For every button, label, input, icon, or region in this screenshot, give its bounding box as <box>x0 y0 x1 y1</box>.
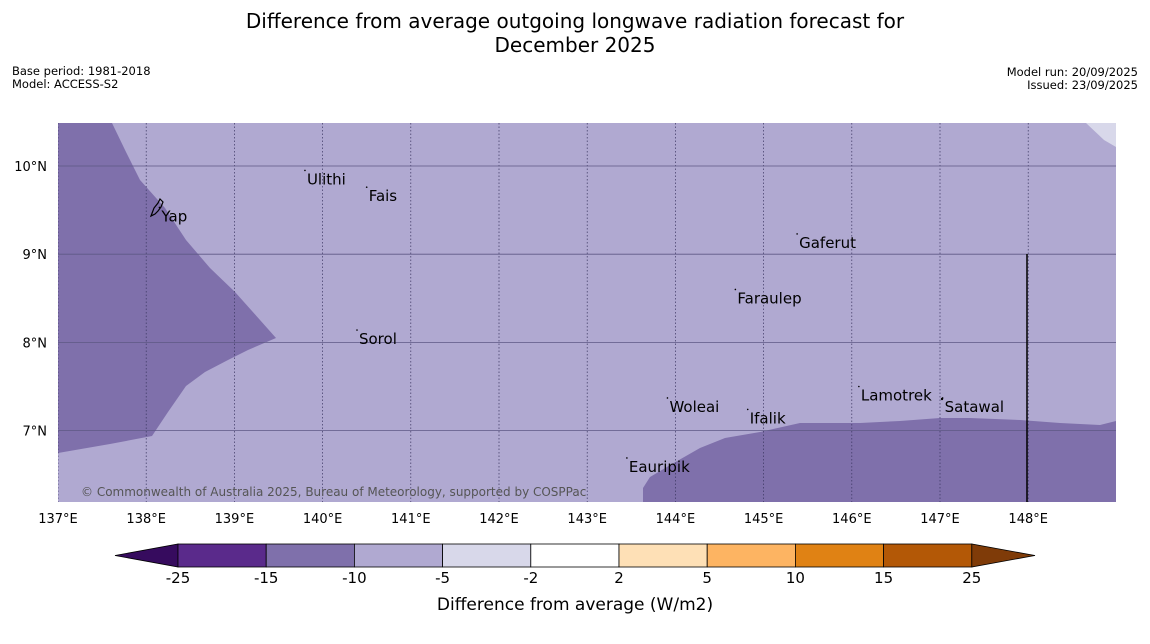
map-title: Difference from average outgoing longwav… <box>0 9 1150 57</box>
light-region-northeast <box>1086 123 1116 147</box>
place-label: Fais <box>369 187 398 205</box>
place-label: Ifalik <box>750 409 786 427</box>
longitude-tick-label: 141°E <box>391 512 431 527</box>
place-label: Woleai <box>669 398 719 416</box>
axis-labels: 137°E 138°E 139°E 140°E 141°E 142°E 143°E 144°E… <box>14 160 1048 527</box>
colorbar-tick-label: 5 <box>702 569 712 587</box>
base-period-text: Base period: 1981-2018 <box>12 64 151 78</box>
colorbar-extension-high <box>971 543 1036 568</box>
longitude-tick-label: 147°E <box>920 512 960 527</box>
place-label: Gaferut <box>799 234 856 252</box>
model-text: Model: ACCESS-S2 <box>12 77 119 91</box>
place-marker-dot <box>858 385 860 388</box>
colorbar-segment <box>706 543 796 568</box>
anomaly-region-southeast <box>643 418 1116 502</box>
longitude-tick-label: 140°E <box>303 512 343 527</box>
colorbar-segment <box>795 543 885 568</box>
place-marker-dot <box>734 288 737 291</box>
colorbar-tick-label: -15 <box>254 569 279 587</box>
latitude-tick-label: 8°N <box>23 336 48 351</box>
colorbar-segment <box>177 543 267 568</box>
place-marker-dot <box>356 329 358 331</box>
colorbar-tick-label: -25 <box>166 569 191 587</box>
place-label: Eauripik <box>629 458 690 476</box>
place-marker-dot <box>304 169 306 172</box>
colorbar-tick-label: 10 <box>786 569 805 587</box>
colorbar-tick-label: 2 <box>614 569 624 587</box>
place-label: Ulithi <box>307 170 346 188</box>
meta-left: Base period: 1981-2018 Model: ACCESS-S2 <box>12 65 151 91</box>
place-marker-dot <box>666 397 669 399</box>
meta-right: Model run: 20/09/2025 Issued: 23/09/2025 <box>1007 66 1138 92</box>
place-marker-dot <box>365 186 368 188</box>
title-line-2: December 2025 <box>494 33 656 57</box>
copyright-credit: © Commonwealth of Australia 2025, Bureau… <box>81 485 586 499</box>
place-label: Sorol <box>359 330 397 348</box>
colorbar-tick-label: -2 <box>523 569 538 587</box>
colorbar-segment <box>530 543 620 568</box>
title-line-1: Difference from average outgoing longwav… <box>245 9 905 33</box>
colorbar-segment <box>442 543 532 568</box>
issued-text: Issued: 23/09/2025 <box>1027 78 1138 92</box>
colorbar-extension-low <box>114 543 179 568</box>
longitude-tick-label: 138°E <box>126 512 166 527</box>
colorbar-segment <box>618 543 708 568</box>
place-marker-dot <box>796 233 798 235</box>
place-markers: Ulithi Fais Yap Gaferut Faraulep Sorol Lamotre… <box>158 169 1004 476</box>
colorbar-segment <box>265 543 355 568</box>
colorbar: -25 -15 -10 -5 -2 2 5 10 15 25 <box>114 543 1036 587</box>
colorbar-segment <box>883 543 973 568</box>
latitude-tick-label: 10°N <box>14 160 47 175</box>
latitude-tick-label: 9°N <box>23 248 48 263</box>
latitude-tick-label: 7°N <box>23 425 48 440</box>
model-run-text: Model run: 20/09/2025 <box>1006 65 1138 79</box>
place-label: Satawal <box>945 398 1004 416</box>
longitude-tick-label: 148°E <box>1008 512 1048 527</box>
place-marker-dot <box>158 206 161 209</box>
place-label: Faraulep <box>737 289 801 307</box>
place-label: Lamotrek <box>861 387 932 405</box>
longitude-tick-label: 142°E <box>479 512 519 527</box>
longitude-tick-label: 145°E <box>744 512 784 527</box>
colorbar-title: Difference from average (W/m2) <box>437 595 713 615</box>
longitude-tick-label: 139°E <box>215 512 255 527</box>
colorbar-tick-label: -5 <box>435 569 450 587</box>
place-marker-dot <box>941 397 944 399</box>
colorbar-tick-label: 25 <box>962 569 981 587</box>
longitude-tick-label: 144°E <box>656 512 696 527</box>
longitude-tick-label: 137°E <box>38 512 78 527</box>
colorbar-tick-label: -10 <box>342 569 367 587</box>
colorbar-tick-label: 15 <box>874 569 893 587</box>
colorbar-segment <box>353 543 443 568</box>
yap-island-shape <box>149 197 164 218</box>
map-gridlines <box>58 123 1116 502</box>
place-marker-dot <box>746 408 749 411</box>
place-marker-dot <box>626 457 628 459</box>
longitude-tick-label: 146°E <box>832 512 872 527</box>
anomaly-region-west <box>58 123 276 453</box>
longitude-tick-label: 143°E <box>567 512 607 527</box>
place-label: Yap <box>160 207 187 225</box>
